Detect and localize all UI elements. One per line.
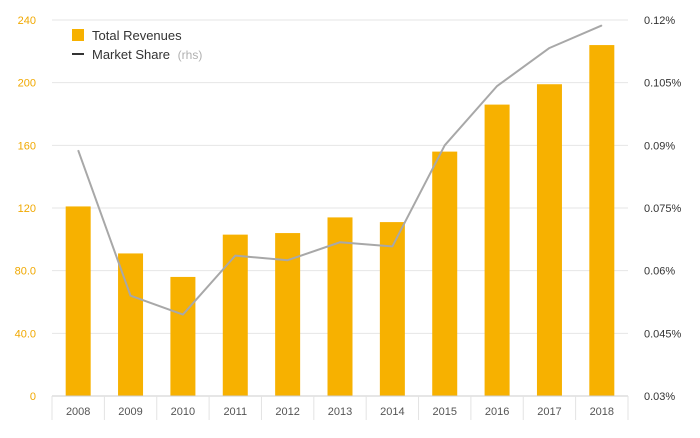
x-tick-label: 2018 <box>590 406 614 418</box>
y-left-tick-label: 0 <box>30 391 36 403</box>
point-market-share-2010 <box>182 314 184 316</box>
bar-series <box>65 45 615 397</box>
y-right-tick-label: 0.075% <box>644 203 682 215</box>
y-right-tick-label: 0.105% <box>644 78 682 90</box>
legend-market-share-name: Market Share <box>92 47 170 62</box>
x-tick-label: 2013 <box>328 406 352 418</box>
point-market-share-2016 <box>496 85 498 87</box>
point-market-share-2013 <box>339 241 341 243</box>
bar-total-revenues-2018 <box>589 45 615 397</box>
bar-total-revenues-2014 <box>379 222 405 396</box>
x-tick-label: 2014 <box>380 406 404 418</box>
x-tick-label: 2009 <box>118 406 142 418</box>
y-right-tick-label: 0.06% <box>644 266 675 278</box>
x-tick-label: 2010 <box>171 406 195 418</box>
axes: 2008 2009 2010 2011 2012 2013 2014 2015 2016 2017… <box>15 15 682 420</box>
point-market-share-2018 <box>601 24 603 26</box>
x-tick-label: 2016 <box>485 406 509 418</box>
y-left-tick-label: 80.0 <box>15 266 36 278</box>
x-tick-label: 2017 <box>537 406 561 418</box>
legend-label-total-revenues: Total Revenues <box>92 28 182 43</box>
y-right-tick-label: 0.045% <box>644 328 682 340</box>
y-left-tick-label: 120 <box>18 203 36 215</box>
point-market-share-2009 <box>130 295 132 297</box>
point-market-share-2012 <box>287 259 289 261</box>
bar-total-revenues-2011 <box>222 234 248 396</box>
bar-total-revenues-2013 <box>327 217 353 396</box>
bar-total-revenues-2010 <box>170 276 196 396</box>
bar-total-revenues-2015 <box>432 151 458 396</box>
y-right-tick-label: 0.12% <box>644 15 675 27</box>
point-market-share-2017 <box>548 47 550 49</box>
y-left-tick-label: 40.0 <box>15 328 36 340</box>
bar-total-revenues-2009 <box>118 253 144 396</box>
point-market-share-2015 <box>444 144 446 146</box>
x-tick-label: 2015 <box>432 406 456 418</box>
point-market-share-2011 <box>234 255 236 257</box>
bar-total-revenues-2008 <box>65 206 91 396</box>
y-right-tick-label: 0.09% <box>644 140 675 152</box>
y-right-tick-label: 0.03% <box>644 391 675 403</box>
point-market-share-2008 <box>77 149 79 151</box>
x-tick-label: 2008 <box>66 406 90 418</box>
bar-total-revenues-2016 <box>484 104 510 396</box>
y-left-tick-label: 160 <box>18 140 36 152</box>
legend: Total Revenues Market Share (rhs) <box>72 28 202 62</box>
legend-label-market-share: Market Share (rhs) <box>92 47 202 62</box>
legend-market-share-suffix: (rhs) <box>178 48 203 62</box>
y-left-tick-label: 240 <box>18 15 36 27</box>
bar-total-revenues-2017 <box>536 84 562 396</box>
point-market-share-2014 <box>391 245 393 247</box>
line-series <box>77 24 603 316</box>
x-tick-label: 2012 <box>275 406 299 418</box>
grid-lines <box>52 19 628 334</box>
x-tick-label: 2011 <box>223 406 247 418</box>
legend-swatch-total-revenues <box>72 29 84 41</box>
y-left-tick-label: 200 <box>18 78 36 90</box>
